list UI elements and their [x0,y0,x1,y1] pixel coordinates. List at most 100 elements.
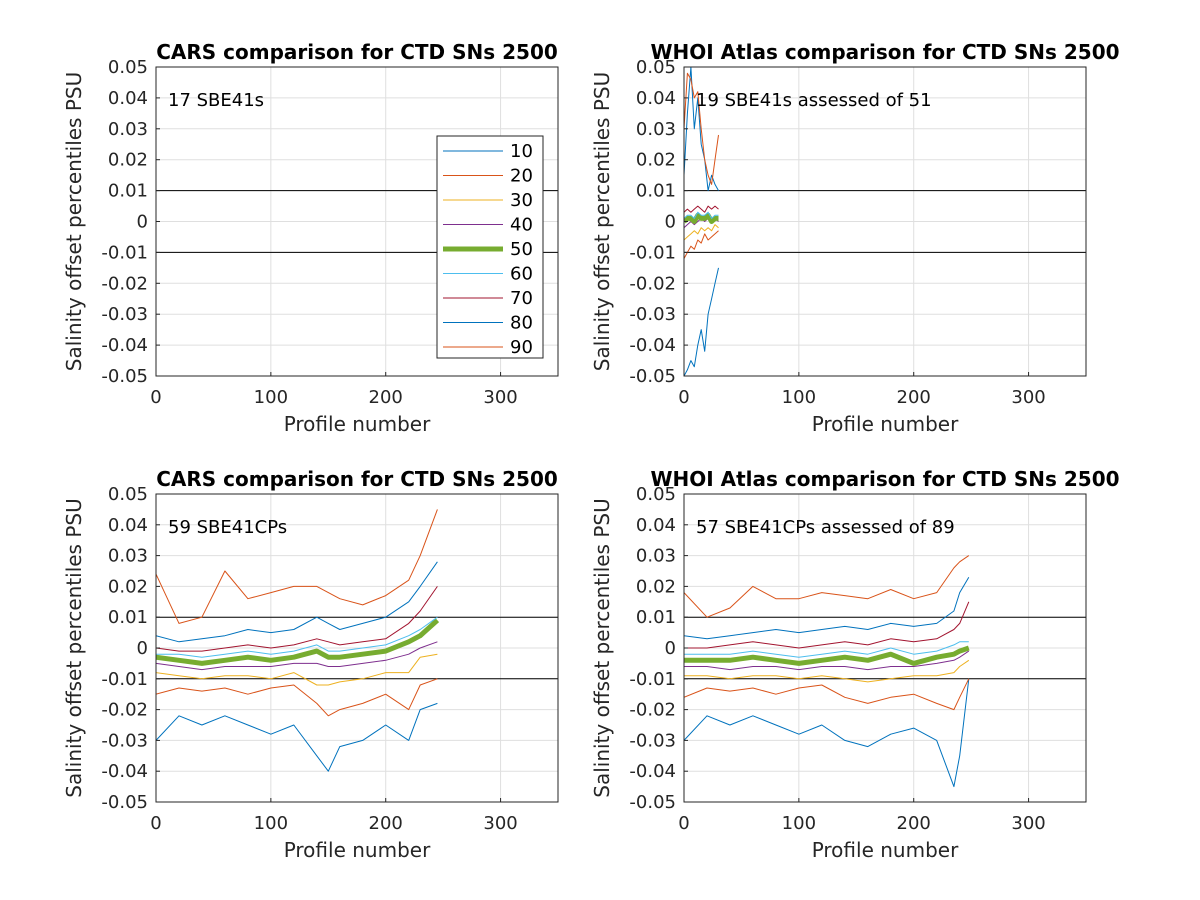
series-line-50 [684,212,719,224]
x-tick-label: 300 [483,387,517,408]
x-tick-label: 0 [678,387,689,408]
legend-label-70: 70 [510,288,533,309]
series-line-60 [684,641,969,658]
y-tick-label: -0.02 [629,273,676,294]
y-tick-label: -0.04 [101,761,148,782]
y-tick-label: 0 [137,212,148,233]
y-tick-label: -0.02 [629,700,676,721]
legend: 10 20 30 40 50 60 70 80 90 [436,135,544,359]
y-tick-label: -0.03 [101,730,148,751]
y-tick-label: -0.05 [101,792,148,813]
y-tick-label: -0.05 [629,792,676,813]
y-tick-label: 0.04 [636,515,676,536]
series-line-70 [684,205,719,213]
y-axis-label: Salinity offset percentiles PSU [62,498,86,797]
y-tick-label: 0.02 [636,150,676,171]
y-tick-label: 0.01 [636,181,676,202]
y-tick-label: 0.04 [108,515,148,536]
series-line-30 [156,653,438,686]
annotation-text: 17 SBE41s [168,90,264,111]
y-tick-label: -0.01 [101,242,148,263]
y-tick-label: -0.03 [629,730,676,751]
series-line-10 [684,267,719,376]
x-axis-label: Profile number [284,412,431,436]
series-line-20 [684,678,970,711]
chart-title: CARS comparison for CTD SNs 2500 [156,40,558,64]
y-tick-label: 0.02 [636,576,676,597]
chart-title: CARS comparison for CTD SNs 2500 [156,467,558,491]
y-tick-label: -0.02 [101,700,148,721]
x-tick-label: 100 [254,813,288,834]
x-tick-label: 100 [782,387,816,408]
y-tick-label: 0.05 [636,484,676,505]
series-line-90 [684,72,719,185]
y-tick-label: -0.05 [629,366,676,387]
series-line-40 [684,650,970,671]
legend-label-10: 10 [510,141,533,162]
y-tick-label: -0.01 [629,242,676,263]
legend-label-60: 60 [510,264,533,285]
series-line-80 [684,576,970,640]
chart-title: WHOI Atlas comparison for CTD SNs 2500 [650,40,1119,64]
x-axis-label: Profile number [284,838,431,862]
x-tick-label: 0 [150,387,161,408]
series-line-70 [156,586,438,652]
x-tick-label: 300 [1011,387,1045,408]
y-tick-label: -0.04 [101,335,148,356]
series-line-30 [684,659,970,683]
y-tick-label: 0.01 [108,607,148,628]
x-tick-label: 200 [369,387,403,408]
y-tick-label: 0.02 [108,150,148,171]
series-line-30 [684,224,719,241]
series-line-60 [156,616,438,658]
series-line-90 [156,509,438,624]
y-tick-label: 0.03 [636,546,676,567]
y-tick-label: -0.01 [629,669,676,690]
x-tick-label: 200 [897,387,931,408]
y-tick-label: -0.02 [101,273,148,294]
y-tick-label: 0.05 [636,57,676,78]
series-line-50 [684,645,970,666]
y-tick-label: -0.01 [101,669,148,690]
y-tick-label: -0.03 [629,304,676,325]
x-axis-label: Profile number [812,412,959,436]
y-tick-label: -0.04 [629,761,676,782]
y-tick-label: -0.05 [101,366,148,387]
series-line-10 [156,702,438,772]
y-axis-label: Salinity offset percentiles PSU [590,72,614,371]
legend-label-50: 50 [510,239,533,260]
y-tick-label: 0.03 [108,546,148,567]
x-tick-label: 300 [1011,813,1045,834]
y-tick-label: 0.01 [636,607,676,628]
y-tick-label: 0.03 [636,119,676,140]
series-line-40 [156,641,438,671]
x-tick-label: 100 [254,387,288,408]
y-tick-label: 0.04 [108,88,148,109]
legend-label-20: 20 [510,166,533,187]
series-line-20 [684,230,719,259]
x-tick-label: 200 [897,813,931,834]
panel-bottom-left: 0 100 200 300 -0.05 -0.04 -0.03 -0.02 -0.01 0 0.01… [62,467,559,862]
series-line-80 [156,561,438,643]
y-tick-label: 0.05 [108,57,148,78]
y-tick-label: 0 [665,212,676,233]
annotation-text: 59 SBE41CPs [168,517,287,538]
x-axis-label: Profile number [812,838,959,862]
x-tick-label: 100 [782,813,816,834]
legend-label-90: 90 [510,337,533,358]
x-tick-label: 200 [369,813,403,834]
y-tick-label: 0 [665,638,676,659]
legend-label-80: 80 [510,313,533,334]
series-line-20 [156,678,438,717]
y-tick-label: 0.02 [108,576,148,597]
series-line-50 [156,618,440,666]
y-tick-label: -0.04 [629,335,676,356]
y-tick-label: 0.05 [108,484,148,505]
series-line-90 [684,555,970,618]
y-tick-label: -0.03 [101,304,148,325]
annotation-text: 57 SBE41CPs assessed of 89 [696,517,955,538]
series-line-60 [684,211,719,219]
chart-title: WHOI Atlas comparison for CTD SNs 2500 [650,467,1119,491]
y-tick-label: 0 [137,638,148,659]
